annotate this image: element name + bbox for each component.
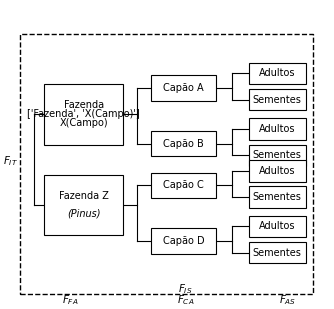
Text: Sementes: Sementes	[253, 150, 302, 160]
Text: Fazenda: Fazenda	[64, 100, 104, 110]
Text: Adultos: Adultos	[259, 68, 296, 78]
Bar	[20, 33, 313, 294]
Text: Adultos: Adultos	[259, 221, 296, 231]
Text: $F_{FA}$: $F_{FA}$	[61, 294, 78, 307]
Bar	[248, 242, 306, 263]
Bar	[248, 186, 306, 208]
Text: $F_{IT}$: $F_{IT}$	[3, 154, 18, 168]
Text: Adultos: Adultos	[259, 166, 296, 176]
Text: Capão D: Capão D	[163, 236, 204, 246]
Bar	[248, 89, 306, 110]
Bar	[248, 216, 306, 237]
Bar	[151, 173, 216, 198]
Text: Capão A: Capão A	[163, 83, 204, 93]
Bar	[151, 228, 216, 254]
Text: Capão B: Capão B	[163, 138, 204, 149]
Text: Sementes: Sementes	[253, 95, 302, 105]
Bar	[44, 175, 123, 235]
Bar	[248, 63, 306, 84]
Text: $F_{IS}$: $F_{IS}$	[178, 283, 193, 297]
Bar	[248, 160, 306, 181]
Text: X(Campo): X(Campo)	[59, 118, 108, 128]
Bar	[151, 131, 216, 156]
Text: Adultos: Adultos	[259, 124, 296, 134]
Bar	[151, 75, 216, 101]
Text: Sementes: Sementes	[253, 192, 302, 202]
Bar	[248, 145, 306, 166]
Text: Capão C: Capão C	[163, 180, 204, 190]
Bar	[44, 84, 123, 145]
Text: ['Fazenda', 'X(Campo)']: ['Fazenda', 'X(Campo)']	[27, 109, 140, 119]
Text: Sementes: Sementes	[253, 248, 302, 258]
Bar	[248, 118, 306, 140]
Text: Fazenda Z: Fazenda Z	[59, 191, 109, 201]
Text: $F_{AS}$: $F_{AS}$	[279, 294, 296, 307]
Text: (Pinus): (Pinus)	[67, 209, 101, 219]
Text: $F_{CA}$: $F_{CA}$	[177, 294, 194, 307]
